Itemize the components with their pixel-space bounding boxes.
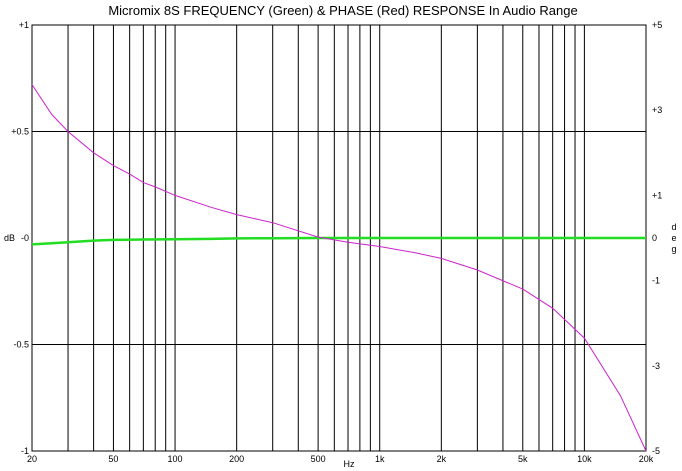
- y2-tick-label: 0: [652, 233, 657, 243]
- y2-tick-label: -5: [652, 446, 660, 456]
- x-tick-label: 500: [311, 454, 326, 464]
- y2-tick-label: -3: [652, 361, 660, 371]
- y-tick-labels: +1 +0.5 -0 -0.5 -1: [11, 20, 29, 456]
- x-tick-label: 20k: [639, 454, 654, 464]
- phase-series-line: [31, 84, 647, 452]
- y2-tick-label: +3: [652, 105, 662, 115]
- x-tick-label: 50: [108, 454, 118, 464]
- x-tick-labels: 20 50 100 200 500 1k 2k 5k 10k 20k: [27, 454, 654, 464]
- frequency-series-line: [31, 236, 646, 246]
- y-tick-label: -0.5: [13, 340, 29, 350]
- y2-tick-label: +5: [652, 20, 662, 30]
- x-tick-label: 100: [168, 454, 183, 464]
- x-axis-label: Hz: [344, 459, 355, 469]
- y-tick-label: +0.5: [11, 127, 29, 137]
- x-tick-label: 10k: [577, 454, 592, 464]
- series-lines: [31, 84, 647, 452]
- x-tick-label: 1k: [375, 454, 385, 464]
- x-tick-label: 20: [27, 454, 37, 464]
- y2-tick-label: +1: [652, 190, 662, 200]
- y-axis-label: dB: [4, 233, 15, 243]
- y-tick-label: -1: [21, 446, 29, 456]
- y-tick-label: +1: [19, 20, 29, 30]
- x-tick-label: 5k: [518, 454, 528, 464]
- y2-tick-labels: +5 +3 +1 0 -1 -3 -5: [652, 20, 662, 456]
- x-tick-label: 2k: [437, 454, 447, 464]
- x-tick-label: 200: [229, 454, 244, 464]
- chart-title: Micromix 8S FREQUENCY (Green) & PHASE (R…: [108, 3, 577, 18]
- horizontal-gridlines: [32, 131, 646, 345]
- y2-tick-label: -1: [652, 276, 660, 286]
- y-tick-label: -0: [21, 233, 29, 243]
